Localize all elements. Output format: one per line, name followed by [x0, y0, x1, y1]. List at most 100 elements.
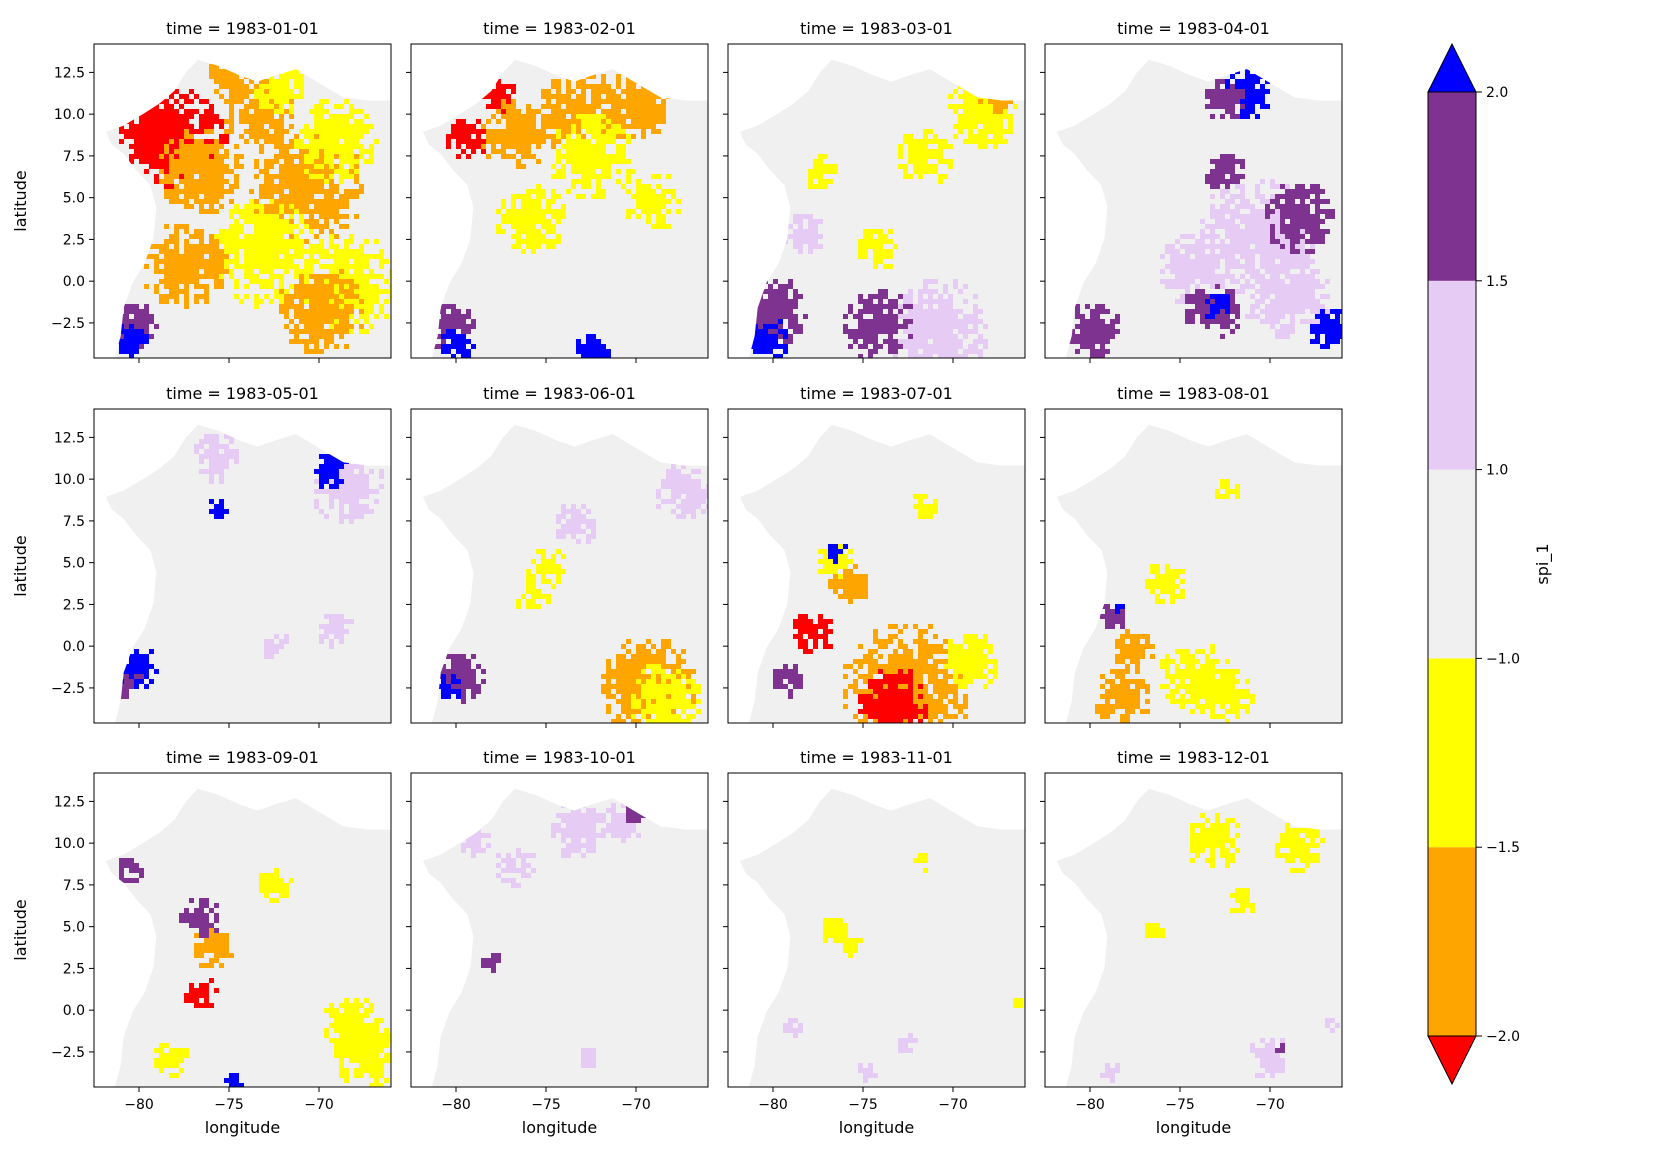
spi-cell	[631, 79, 636, 84]
spi-cell	[209, 439, 214, 444]
spi-cell	[581, 149, 586, 154]
spi-cell	[254, 244, 259, 249]
spi-cell	[284, 129, 289, 134]
spi-cell	[289, 254, 294, 259]
spi-cell	[803, 229, 808, 234]
spi-cell	[1175, 279, 1180, 284]
spi-cell	[501, 154, 506, 159]
spi-cell	[918, 289, 923, 294]
spi-cell	[224, 149, 229, 154]
spi-cell	[194, 449, 199, 454]
spi-cell	[913, 169, 918, 174]
spi-cell	[973, 324, 978, 329]
spi-cell	[1200, 249, 1205, 254]
spi-cell	[1320, 319, 1325, 324]
spi-cell	[274, 634, 279, 639]
spi-cell	[1270, 209, 1275, 214]
spi-cell	[384, 314, 389, 319]
spi-cell	[254, 129, 259, 134]
spi-cell	[184, 199, 189, 204]
spi-cell	[344, 259, 349, 264]
spi-cell	[1205, 174, 1210, 179]
spi-cell	[309, 224, 314, 229]
spi-cell	[541, 214, 546, 219]
spi-cell	[793, 314, 798, 319]
spi-cell	[279, 84, 284, 89]
spi-cell	[621, 104, 626, 109]
spi-cell	[324, 289, 329, 294]
spi-cell	[641, 104, 646, 109]
spi-cell	[541, 219, 546, 224]
spi-cell	[1325, 334, 1330, 339]
spi-cell	[868, 319, 873, 324]
spi-cell	[219, 184, 224, 189]
spi-cell	[928, 334, 933, 339]
spi-cell	[329, 489, 334, 494]
spi-cell	[973, 114, 978, 119]
spi-cell	[324, 189, 329, 194]
spi-cell	[354, 189, 359, 194]
spi-cell	[344, 299, 349, 304]
spi-cell	[219, 134, 224, 139]
spi-cell	[1210, 284, 1215, 289]
spi-cell	[998, 89, 1003, 94]
spi-cell	[988, 94, 993, 99]
spi-cell	[948, 294, 953, 299]
spi-cell	[456, 359, 461, 364]
spi-cell	[1190, 264, 1195, 269]
spi-cell	[369, 254, 374, 259]
spi-cell	[1260, 99, 1265, 104]
spi-cell	[219, 84, 224, 89]
spi-cell	[1315, 329, 1320, 334]
spi-cell	[1245, 239, 1250, 244]
spi-cell	[164, 259, 169, 264]
spi-cell	[486, 94, 491, 99]
spi-cell	[581, 184, 586, 189]
spi-cell	[249, 134, 254, 139]
spi-cell	[294, 339, 299, 344]
spi-cell	[309, 254, 314, 259]
y-tick-label: 2.5	[63, 232, 85, 248]
spi-cell	[189, 269, 194, 274]
spi-cell	[349, 194, 354, 199]
spi-cell	[344, 189, 349, 194]
spi-cell	[586, 349, 591, 354]
spi-cell	[304, 314, 309, 319]
spi-cell	[531, 109, 536, 114]
spi-cell	[169, 104, 174, 109]
spi-cell	[189, 169, 194, 174]
spi-cell	[636, 124, 641, 129]
spi-cell	[616, 149, 621, 154]
spi-cell	[1295, 244, 1300, 249]
spi-cell	[329, 134, 334, 139]
spi-cell	[209, 509, 214, 514]
spi-cell	[334, 324, 339, 329]
spi-cell	[1270, 279, 1275, 284]
spi-cell	[1245, 94, 1250, 99]
spi-cell	[743, 319, 748, 324]
spi-cell	[349, 129, 354, 134]
spi-cell	[1315, 184, 1320, 189]
spi-cell	[1270, 254, 1275, 259]
spi-cell	[264, 259, 269, 264]
spi-cell	[319, 254, 324, 259]
spi-cell	[1325, 294, 1330, 299]
spi-cell	[1230, 294, 1235, 299]
spi-cell	[1265, 314, 1270, 319]
spi-cell	[329, 314, 334, 319]
spi-cell	[199, 184, 204, 189]
spi-cell	[933, 324, 938, 329]
spi-cell	[863, 344, 868, 349]
spi-cell	[968, 84, 973, 89]
spi-cell	[758, 324, 763, 329]
spi-cell	[611, 99, 616, 104]
spi-cell	[1280, 324, 1285, 329]
spi-cell	[1225, 254, 1230, 259]
spi-cell	[349, 299, 354, 304]
spi-cell	[264, 219, 269, 224]
spi-cell	[284, 184, 289, 189]
spi-cell	[374, 499, 379, 504]
spi-cell	[284, 199, 289, 204]
spi-cell	[863, 329, 868, 334]
spi-cell	[1220, 194, 1225, 199]
